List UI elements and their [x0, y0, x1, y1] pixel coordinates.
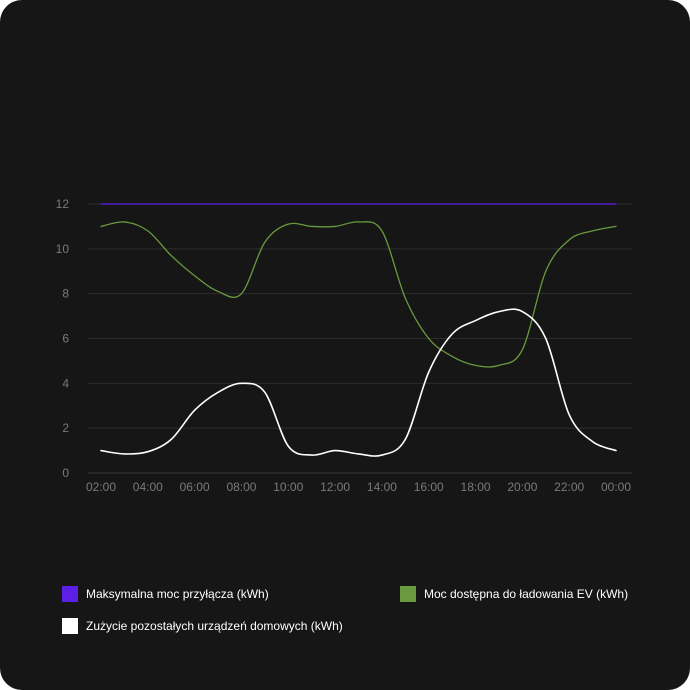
legend-item-max-connection-power: Maksymalna moc przyłącza (kWh)	[62, 586, 269, 602]
x-axis-ticks: 02:00 04:00 06:00 08:00 10:00 12:00 14:00 16:00…	[86, 480, 631, 494]
legend-item-ev-charging-power: Moc dostępna do ładowania EV (kWh)	[400, 586, 628, 602]
y-tick-label: 12	[56, 197, 70, 211]
x-tick-label: 00:00	[601, 480, 631, 494]
x-tick-label: 06:00	[180, 480, 210, 494]
legend-label-max-connection-power: Maksymalna moc przyłącza (kWh)	[86, 587, 269, 601]
y-tick-label: 6	[62, 332, 69, 346]
legend-swatch-household-consumption	[62, 618, 78, 634]
y-axis-ticks: 0 2 4 6 8 10 12	[56, 197, 70, 480]
x-tick-label: 02:00	[86, 480, 116, 494]
x-tick-label: 12:00	[320, 480, 350, 494]
x-tick-label: 14:00	[367, 480, 397, 494]
x-tick-label: 08:00	[226, 480, 256, 494]
x-tick-label: 10:00	[273, 480, 303, 494]
legend-item-household-consumption: Zużycie pozostałych urządzeń domowych (k…	[62, 618, 343, 634]
legend-swatch-ev-charging-power	[400, 586, 416, 602]
x-tick-label: 04:00	[133, 480, 163, 494]
y-tick-label: 2	[62, 421, 69, 435]
series-line-household-consumption	[100, 308, 617, 457]
legend-label-household-consumption: Zużycie pozostałych urządzeń domowych (k…	[86, 619, 343, 633]
x-tick-label: 22:00	[554, 480, 584, 494]
x-tick-label: 20:00	[507, 480, 537, 494]
y-tick-label: 0	[62, 466, 69, 480]
legend-label-ev-charging-power: Moc dostępna do ładowania EV (kWh)	[424, 587, 629, 601]
y-tick-label: 10	[56, 242, 70, 256]
x-tick-label: 16:00	[414, 480, 444, 494]
x-tick-label: 18:00	[461, 480, 491, 494]
y-tick-label: 4	[62, 376, 69, 390]
legend-swatch-max-connection-power	[62, 586, 78, 602]
series-lines	[100, 203, 617, 457]
series-line-ev-charging-power	[100, 221, 617, 368]
y-tick-label: 8	[62, 287, 69, 301]
gridlines	[88, 203, 632, 474]
